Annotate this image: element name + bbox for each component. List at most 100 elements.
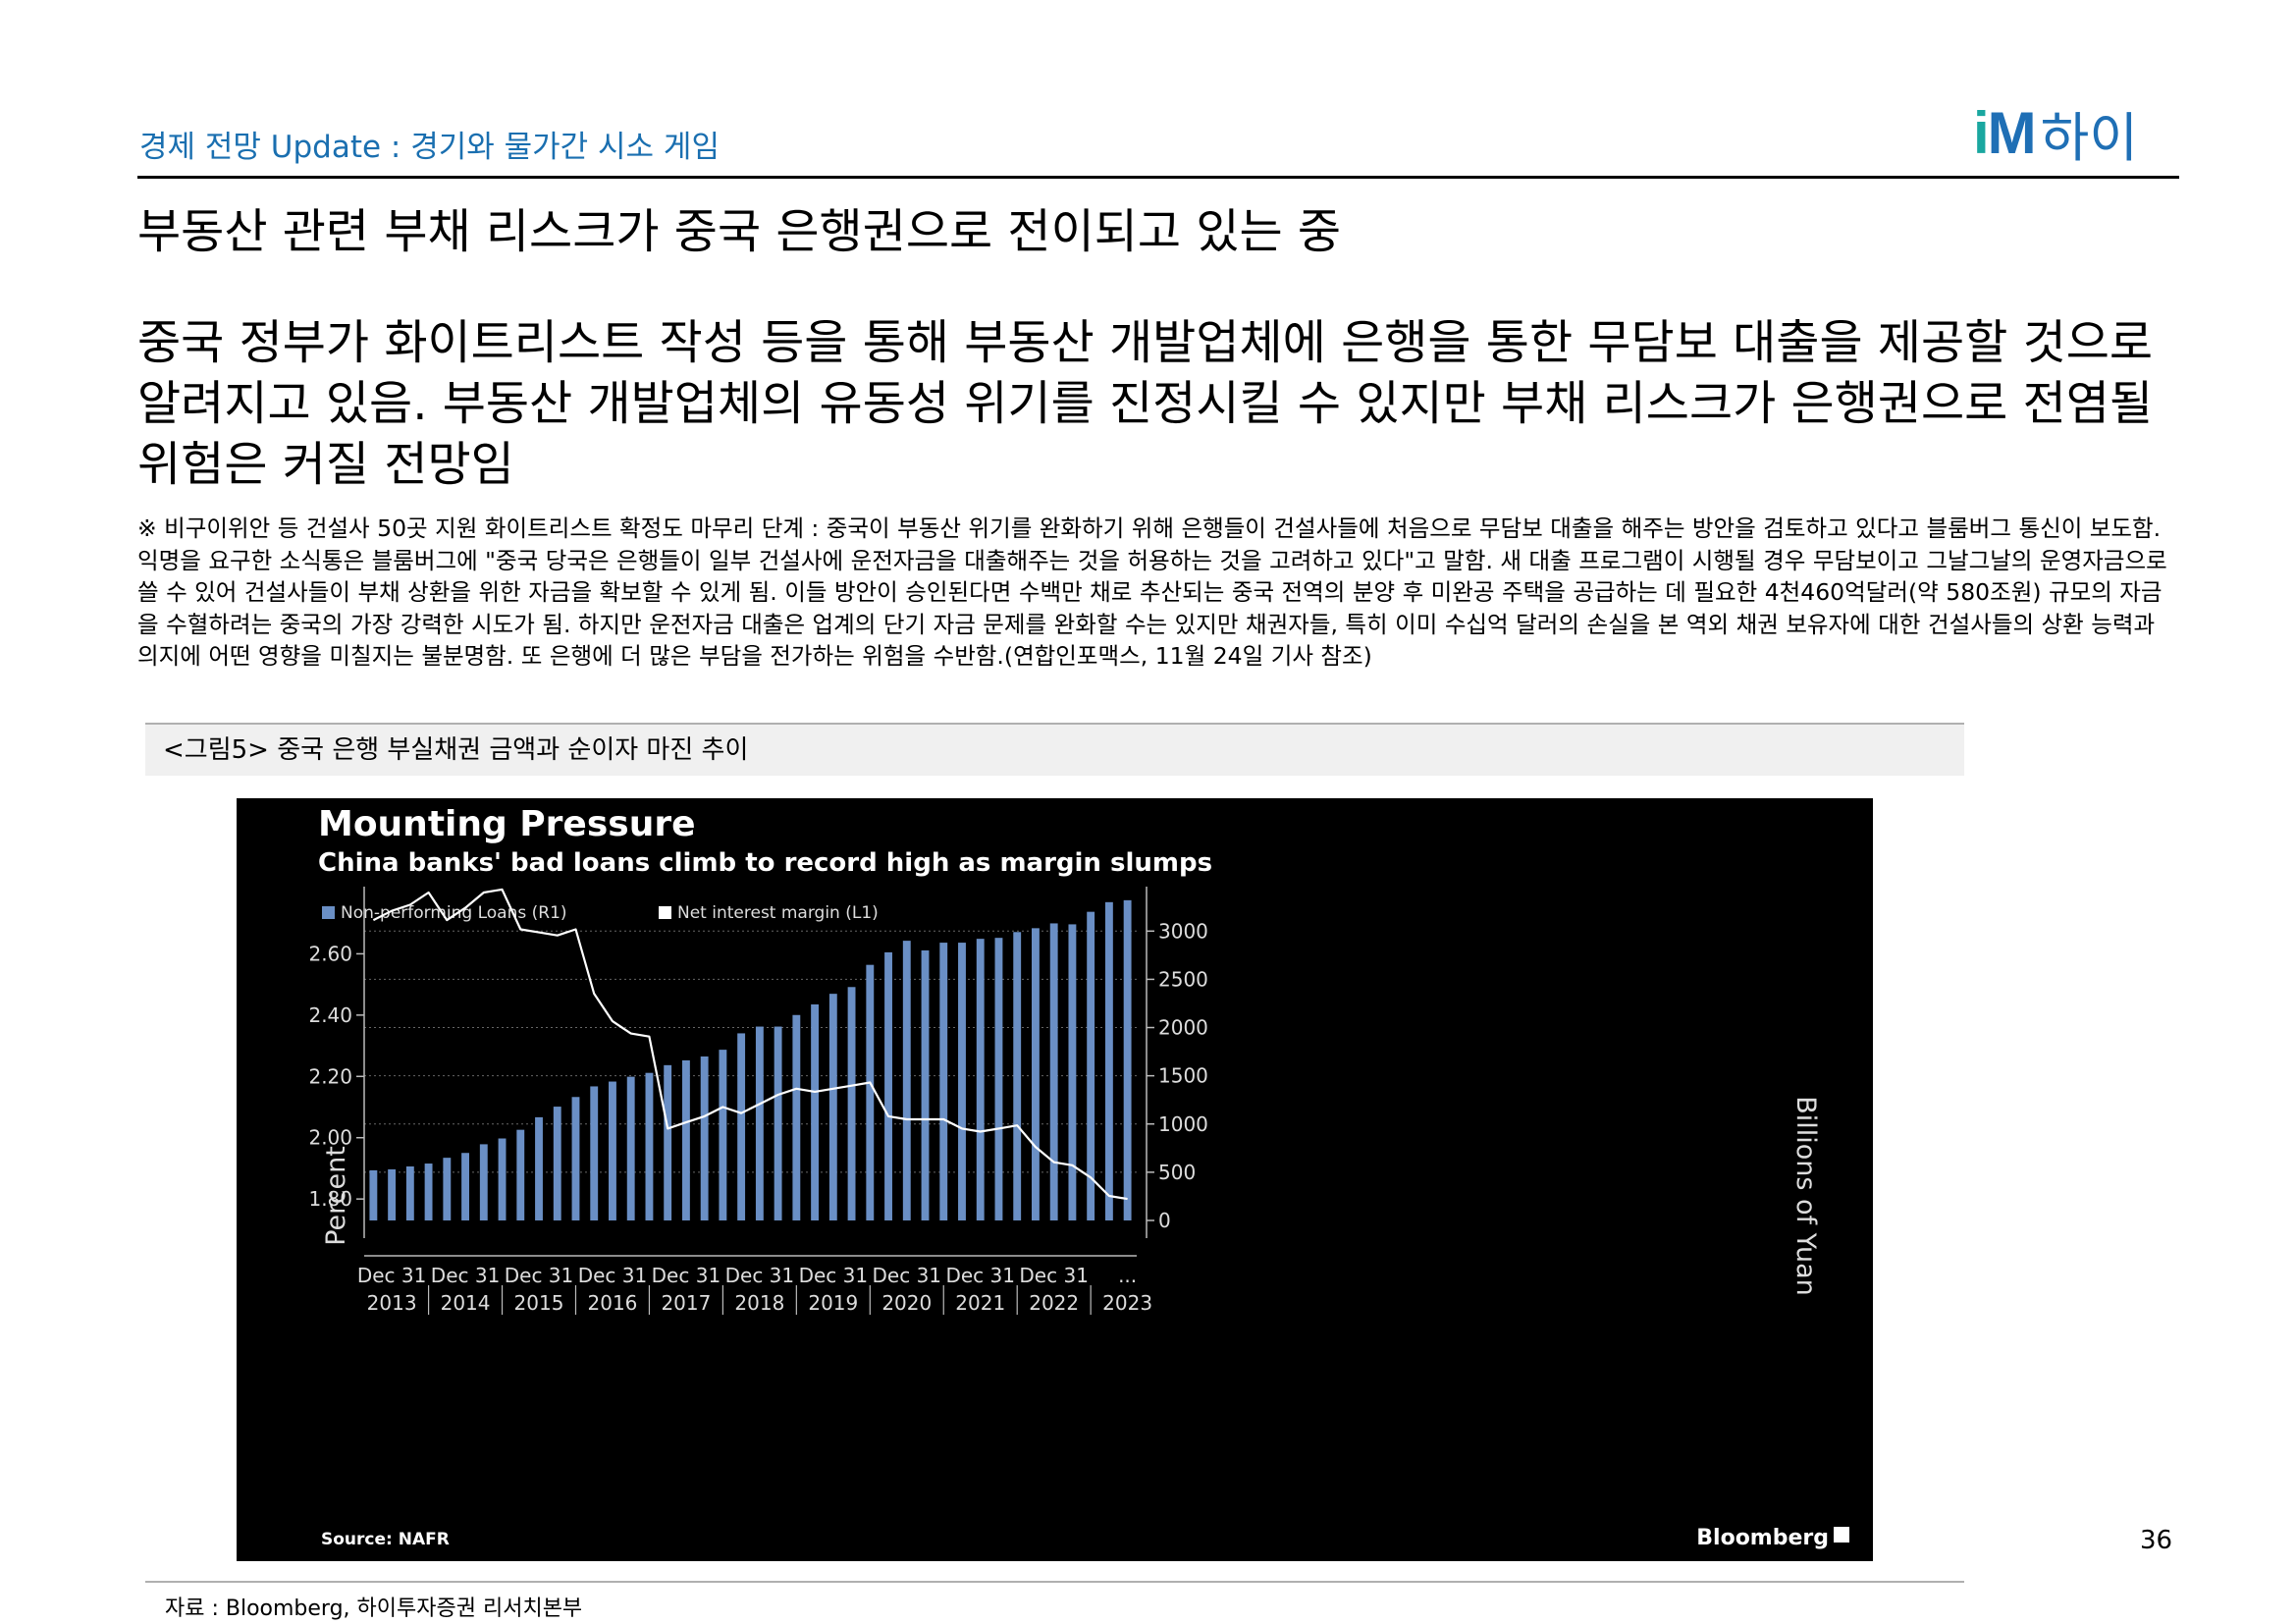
chart-source: Source: NAFR <box>321 1530 450 1549</box>
x-axis-tick-label-top: Dec 31 <box>652 1264 721 1287</box>
npl-bar <box>1123 899 1132 1220</box>
npl-bar <box>498 1138 507 1220</box>
x-axis-tick-label-bottom: 2019 <box>808 1291 858 1315</box>
npl-bar <box>1013 932 1022 1220</box>
x-axis-tick-label-bottom: 2020 <box>881 1291 932 1315</box>
chart-subtitle: China banks' bad loans climb to record h… <box>318 848 1212 878</box>
npl-bar <box>774 1026 782 1220</box>
npl-bar <box>737 1033 746 1220</box>
npl-bar <box>921 949 930 1220</box>
figure-caption: <그림5> 중국 은행 부실채권 금액과 순이자 마진 추이 <box>145 725 1964 776</box>
npl-bar <box>388 1168 397 1220</box>
chart-panel: Mounting Pressure China banks' bad loans… <box>237 798 1873 1561</box>
npl-bar <box>755 1026 764 1220</box>
npl-bar <box>609 1081 616 1220</box>
npl-bar <box>479 1144 488 1220</box>
right-axis-tick-label: 3000 <box>1158 919 1208 943</box>
npl-bar <box>443 1158 452 1220</box>
logo-hai: 하이 <box>2040 106 2139 169</box>
y-axis-left-label: Percent <box>321 1146 351 1246</box>
npl-bar <box>847 987 856 1220</box>
npl-bar <box>1068 924 1077 1220</box>
figure-bottom-rule <box>145 1581 1964 1583</box>
right-axis-tick-label: 1500 <box>1158 1064 1208 1088</box>
npl-bar <box>516 1129 525 1220</box>
nim-line-group <box>372 888 1128 1201</box>
npl-bar <box>681 1059 690 1220</box>
npl-bar <box>1104 901 1113 1220</box>
x-axis-tick-label-bottom: 2013 <box>367 1291 417 1315</box>
x-axis-tick-label-top: Dec 31 <box>1019 1264 1089 1287</box>
page-number: 36 <box>2140 1526 2173 1555</box>
right-axis-tick-label: 500 <box>1158 1161 1196 1184</box>
right-axis-tick-label: 1000 <box>1158 1112 1208 1136</box>
npl-bar <box>792 1014 801 1220</box>
x-axis-tick-label-top: Dec 31 <box>431 1264 501 1287</box>
left-axis-tick-label: 2.60 <box>308 942 352 965</box>
x-axis-tick-label-top: Dec 31 <box>873 1264 942 1287</box>
npl-bar <box>626 1076 635 1220</box>
npl-bar <box>1049 923 1058 1220</box>
figure-source: 자료 : Bloomberg, 하이투자증권 리서치본부 <box>165 1597 583 1621</box>
x-axis-tick-label-top: Dec 31 <box>945 1264 1015 1287</box>
x-axis-tick-label-bottom: 2022 <box>1029 1291 1079 1315</box>
npl-bar <box>1032 928 1040 1220</box>
x-axis-tick-label-bottom: 2018 <box>734 1291 784 1315</box>
npl-bar <box>535 1116 543 1220</box>
x-axis-tick-label-bottom: 2016 <box>588 1291 638 1315</box>
bloomberg-icon <box>1834 1527 1849 1543</box>
x-axis-tick-label-bottom: 2015 <box>514 1291 564 1315</box>
npl-bar <box>424 1164 433 1220</box>
logo-im: iM <box>1973 99 2037 166</box>
npl-bar <box>958 943 966 1220</box>
figure-top-rule <box>145 723 1964 725</box>
x-axis-tick-label-top: ... <box>1118 1264 1137 1287</box>
npl-bar <box>1087 911 1095 1220</box>
npl-bar <box>719 1050 727 1220</box>
npl-bar <box>828 994 837 1220</box>
right-axis-tick-label: 2000 <box>1158 1016 1208 1040</box>
x-axis-tick-label-top: Dec 31 <box>357 1264 427 1287</box>
page-headline: 부동산 관련 부채 리스크가 중국 은행권으로 전이되고 있는 중 <box>137 204 1342 259</box>
x-axis-tick-label-bottom: 2023 <box>1102 1291 1152 1315</box>
npl-bar <box>461 1153 469 1220</box>
npl-bar <box>994 938 1003 1220</box>
x-axis-tick-label-bottom: 2017 <box>661 1291 711 1315</box>
npl-bar <box>866 964 875 1220</box>
legend-nim-swatch <box>659 906 671 919</box>
left-axis-tick-label: 2.00 <box>308 1126 352 1150</box>
chart-title: Mounting Pressure <box>318 804 696 844</box>
x-axis-tick-label-top: Dec 31 <box>799 1264 869 1287</box>
nim-line <box>372 888 1128 1201</box>
npl-bar <box>700 1056 709 1220</box>
npl-bar <box>571 1097 580 1220</box>
y-axis-right-label: Billions of Yuan <box>1790 1096 1821 1296</box>
company-logo: iM 하이 <box>1973 98 2138 169</box>
main-summary: 중국 정부가 화이트리스트 작성 등을 통해 부동산 개발업체에 은행을 통한 … <box>137 315 2154 492</box>
npl-bar <box>369 1169 378 1220</box>
npl-bar <box>811 1003 820 1220</box>
legend-nim-label: Net interest margin (L1) <box>677 903 879 923</box>
right-axis-tick-label: 2500 <box>1158 967 1208 991</box>
npl-bar <box>405 1165 414 1220</box>
right-axis-tick-label: 0 <box>1158 1209 1171 1232</box>
x-axis-tick-label-top: Dec 31 <box>505 1264 574 1287</box>
axes: 1.80 2.00 2.20 2.40 2.60 0 500 1000 1500 2000 2500… <box>308 887 1208 1315</box>
npl-bar <box>664 1064 672 1220</box>
npl-nim-chart: Mounting Pressure China banks' bad loans… <box>308 804 1849 1550</box>
npl-bar <box>645 1072 654 1220</box>
header-divider <box>137 176 2179 179</box>
npl-bar <box>939 943 948 1220</box>
legend-npl-swatch <box>322 906 335 919</box>
npl-bar <box>902 941 911 1220</box>
bloomberg-brand: Bloomberg <box>1696 1526 1829 1550</box>
left-axis-tick-label: 1.80 <box>308 1187 352 1211</box>
npl-bars <box>369 899 1132 1220</box>
x-axis-tick-label-bottom: 2021 <box>955 1291 1005 1315</box>
x-axis-tick-label-top: Dec 31 <box>725 1264 795 1287</box>
gridlines <box>364 930 1137 1173</box>
npl-bar <box>884 951 892 1220</box>
npl-bar <box>590 1086 599 1220</box>
npl-bar <box>553 1107 561 1220</box>
npl-bar <box>976 939 985 1220</box>
